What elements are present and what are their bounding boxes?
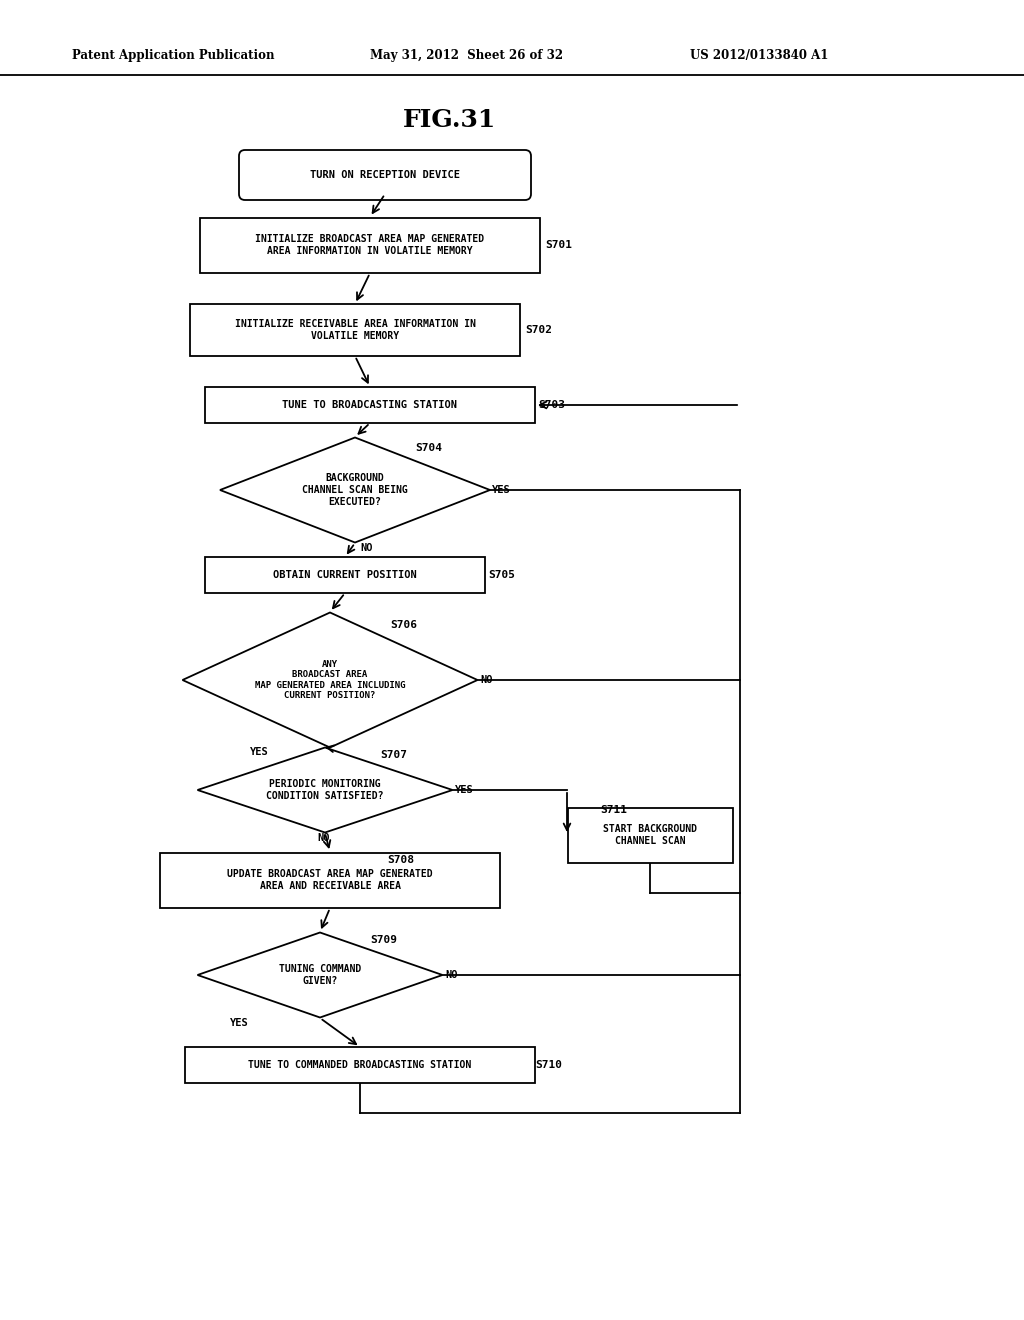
Text: TURN ON RECEPTION DEVICE: TURN ON RECEPTION DEVICE xyxy=(310,170,460,180)
Text: S704: S704 xyxy=(415,444,442,453)
Text: NO: NO xyxy=(445,970,458,979)
Text: S702: S702 xyxy=(525,325,552,335)
Text: FIG.31: FIG.31 xyxy=(403,108,497,132)
Text: PERIODIC MONITORING
CONDITION SATISFIED?: PERIODIC MONITORING CONDITION SATISFIED? xyxy=(266,779,384,801)
Text: TUNE TO COMMANDED BROADCASTING STATION: TUNE TO COMMANDED BROADCASTING STATION xyxy=(249,1060,472,1071)
Text: NO: NO xyxy=(317,833,330,843)
Bar xyxy=(200,218,540,272)
Text: BACKGROUND
CHANNEL SCAN BEING
EXECUTED?: BACKGROUND CHANNEL SCAN BEING EXECUTED? xyxy=(302,474,408,507)
Bar xyxy=(205,387,535,422)
Text: YES: YES xyxy=(250,747,268,756)
Text: ANY
BROADCAST AREA
MAP GENERATED AREA INCLUDING
CURRENT POSITION?: ANY BROADCAST AREA MAP GENERATED AREA IN… xyxy=(255,660,406,700)
Text: S706: S706 xyxy=(390,620,417,630)
Text: INITIALIZE BROADCAST AREA MAP GENERATED
AREA INFORMATION IN VOLATILE MEMORY: INITIALIZE BROADCAST AREA MAP GENERATED … xyxy=(255,234,484,256)
FancyBboxPatch shape xyxy=(239,150,531,201)
Text: May 31, 2012  Sheet 26 of 32: May 31, 2012 Sheet 26 of 32 xyxy=(370,49,563,62)
Text: OBTAIN CURRENT POSITION: OBTAIN CURRENT POSITION xyxy=(273,570,417,579)
Text: TUNE TO BROADCASTING STATION: TUNE TO BROADCASTING STATION xyxy=(283,400,458,411)
Text: Patent Application Publication: Patent Application Publication xyxy=(72,49,274,62)
Polygon shape xyxy=(198,932,442,1018)
Text: YES: YES xyxy=(455,785,474,795)
Polygon shape xyxy=(198,747,453,833)
Polygon shape xyxy=(220,437,490,543)
Bar xyxy=(190,304,520,356)
Text: TUNING COMMAND
GIVEN?: TUNING COMMAND GIVEN? xyxy=(279,964,361,986)
Text: S710: S710 xyxy=(535,1060,562,1071)
Text: YES: YES xyxy=(230,1018,249,1028)
Text: US 2012/0133840 A1: US 2012/0133840 A1 xyxy=(690,49,828,62)
Text: UPDATE BROADCAST AREA MAP GENERATED
AREA AND RECEIVABLE AREA: UPDATE BROADCAST AREA MAP GENERATED AREA… xyxy=(227,869,433,891)
Text: NO: NO xyxy=(360,543,373,553)
Text: S701: S701 xyxy=(545,240,572,249)
Text: S703: S703 xyxy=(538,400,565,411)
Text: NO: NO xyxy=(480,675,493,685)
Text: S711: S711 xyxy=(600,805,627,814)
Bar xyxy=(205,557,485,593)
Text: INITIALIZE RECEIVABLE AREA INFORMATION IN
VOLATILE MEMORY: INITIALIZE RECEIVABLE AREA INFORMATION I… xyxy=(234,319,475,341)
Text: S708: S708 xyxy=(387,855,414,865)
Bar xyxy=(185,1047,535,1082)
Text: START BACKGROUND
CHANNEL SCAN: START BACKGROUND CHANNEL SCAN xyxy=(603,824,697,846)
Text: S709: S709 xyxy=(370,935,397,945)
Text: YES: YES xyxy=(492,484,511,495)
Text: S705: S705 xyxy=(488,570,515,579)
Bar xyxy=(567,808,732,862)
Bar xyxy=(160,853,500,908)
Text: S707: S707 xyxy=(380,750,407,760)
Polygon shape xyxy=(182,612,477,747)
